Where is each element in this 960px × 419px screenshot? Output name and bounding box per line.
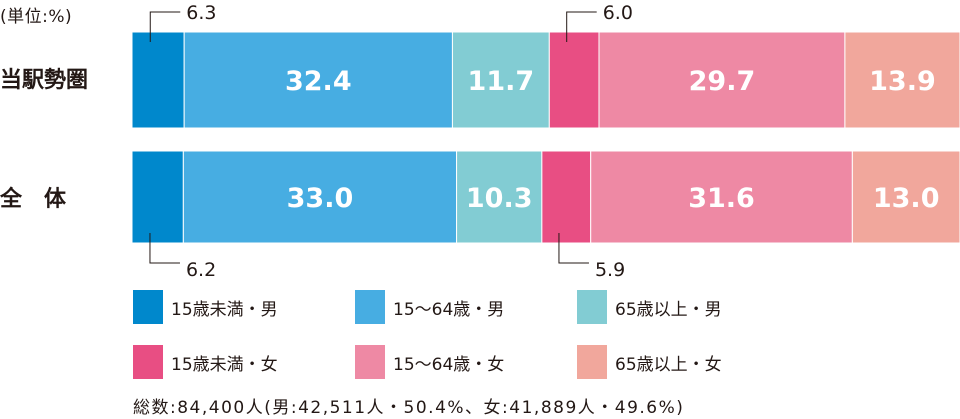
bar-segment <box>590 150 853 244</box>
bar-segment <box>844 31 960 129</box>
data-label: 13.9 <box>869 66 936 97</box>
legend-item: 15～64歳・男 <box>355 287 504 327</box>
bar-segment <box>451 31 550 129</box>
legend-item: 15歳未満・男 <box>133 287 278 327</box>
bar-segment <box>541 150 592 244</box>
legend-label: 15～64歳・女 <box>393 354 505 375</box>
bar-segment <box>183 31 453 129</box>
bar-segment <box>456 150 543 244</box>
data-label: 11.7 <box>468 66 535 97</box>
legend-swatch <box>355 290 385 324</box>
unit-label: (単位:%) <box>0 7 73 27</box>
legend-label: 15歳未満・女 <box>171 354 278 375</box>
legend-label: 15～64歳・男 <box>393 299 505 320</box>
legend-item: 65歳以上・男 <box>577 287 722 327</box>
data-label: 5.9 <box>595 259 625 281</box>
legend-swatch <box>577 290 607 324</box>
data-label: 13.0 <box>873 183 940 214</box>
callout-line <box>566 11 597 42</box>
legend-swatch <box>577 345 607 379</box>
callout-line <box>149 11 181 42</box>
row-label-station-area: 当駅勢圏 <box>0 68 89 93</box>
total-population-note: 総数:84,400人(男:42,511人・50.4%、女:41,889人・49.… <box>133 398 685 418</box>
legend-label: 65歳以上・女 <box>615 354 722 375</box>
bar-segment <box>182 150 458 244</box>
callout-line <box>558 233 589 264</box>
legend-swatch <box>133 290 163 324</box>
data-label: 31.6 <box>688 183 755 214</box>
data-label: 29.7 <box>689 66 756 97</box>
legend-label: 65歳以上・男 <box>615 299 722 320</box>
legend-swatch <box>133 345 163 379</box>
bar-segment <box>548 31 600 129</box>
data-label: 33.0 <box>287 183 354 214</box>
bar-segment <box>131 150 184 244</box>
legend-label: 15歳未満・男 <box>171 299 278 320</box>
data-label: 10.3 <box>466 183 533 214</box>
data-label: 6.2 <box>186 259 216 281</box>
bar-segment <box>598 31 846 129</box>
callout-line <box>149 233 180 264</box>
legend-item: 15～64歳・女 <box>355 342 504 382</box>
data-label: 32.4 <box>285 66 352 97</box>
legend-swatch <box>355 345 385 379</box>
legend-item: 15歳未満・女 <box>133 342 278 382</box>
bar-segment <box>131 31 185 129</box>
row-label-overall: 全 体 <box>0 187 67 212</box>
legend-item: 65歳以上・女 <box>577 342 722 382</box>
data-label: 6.3 <box>186 2 216 24</box>
data-label: 6.0 <box>603 2 633 24</box>
bar-segment <box>851 150 960 244</box>
